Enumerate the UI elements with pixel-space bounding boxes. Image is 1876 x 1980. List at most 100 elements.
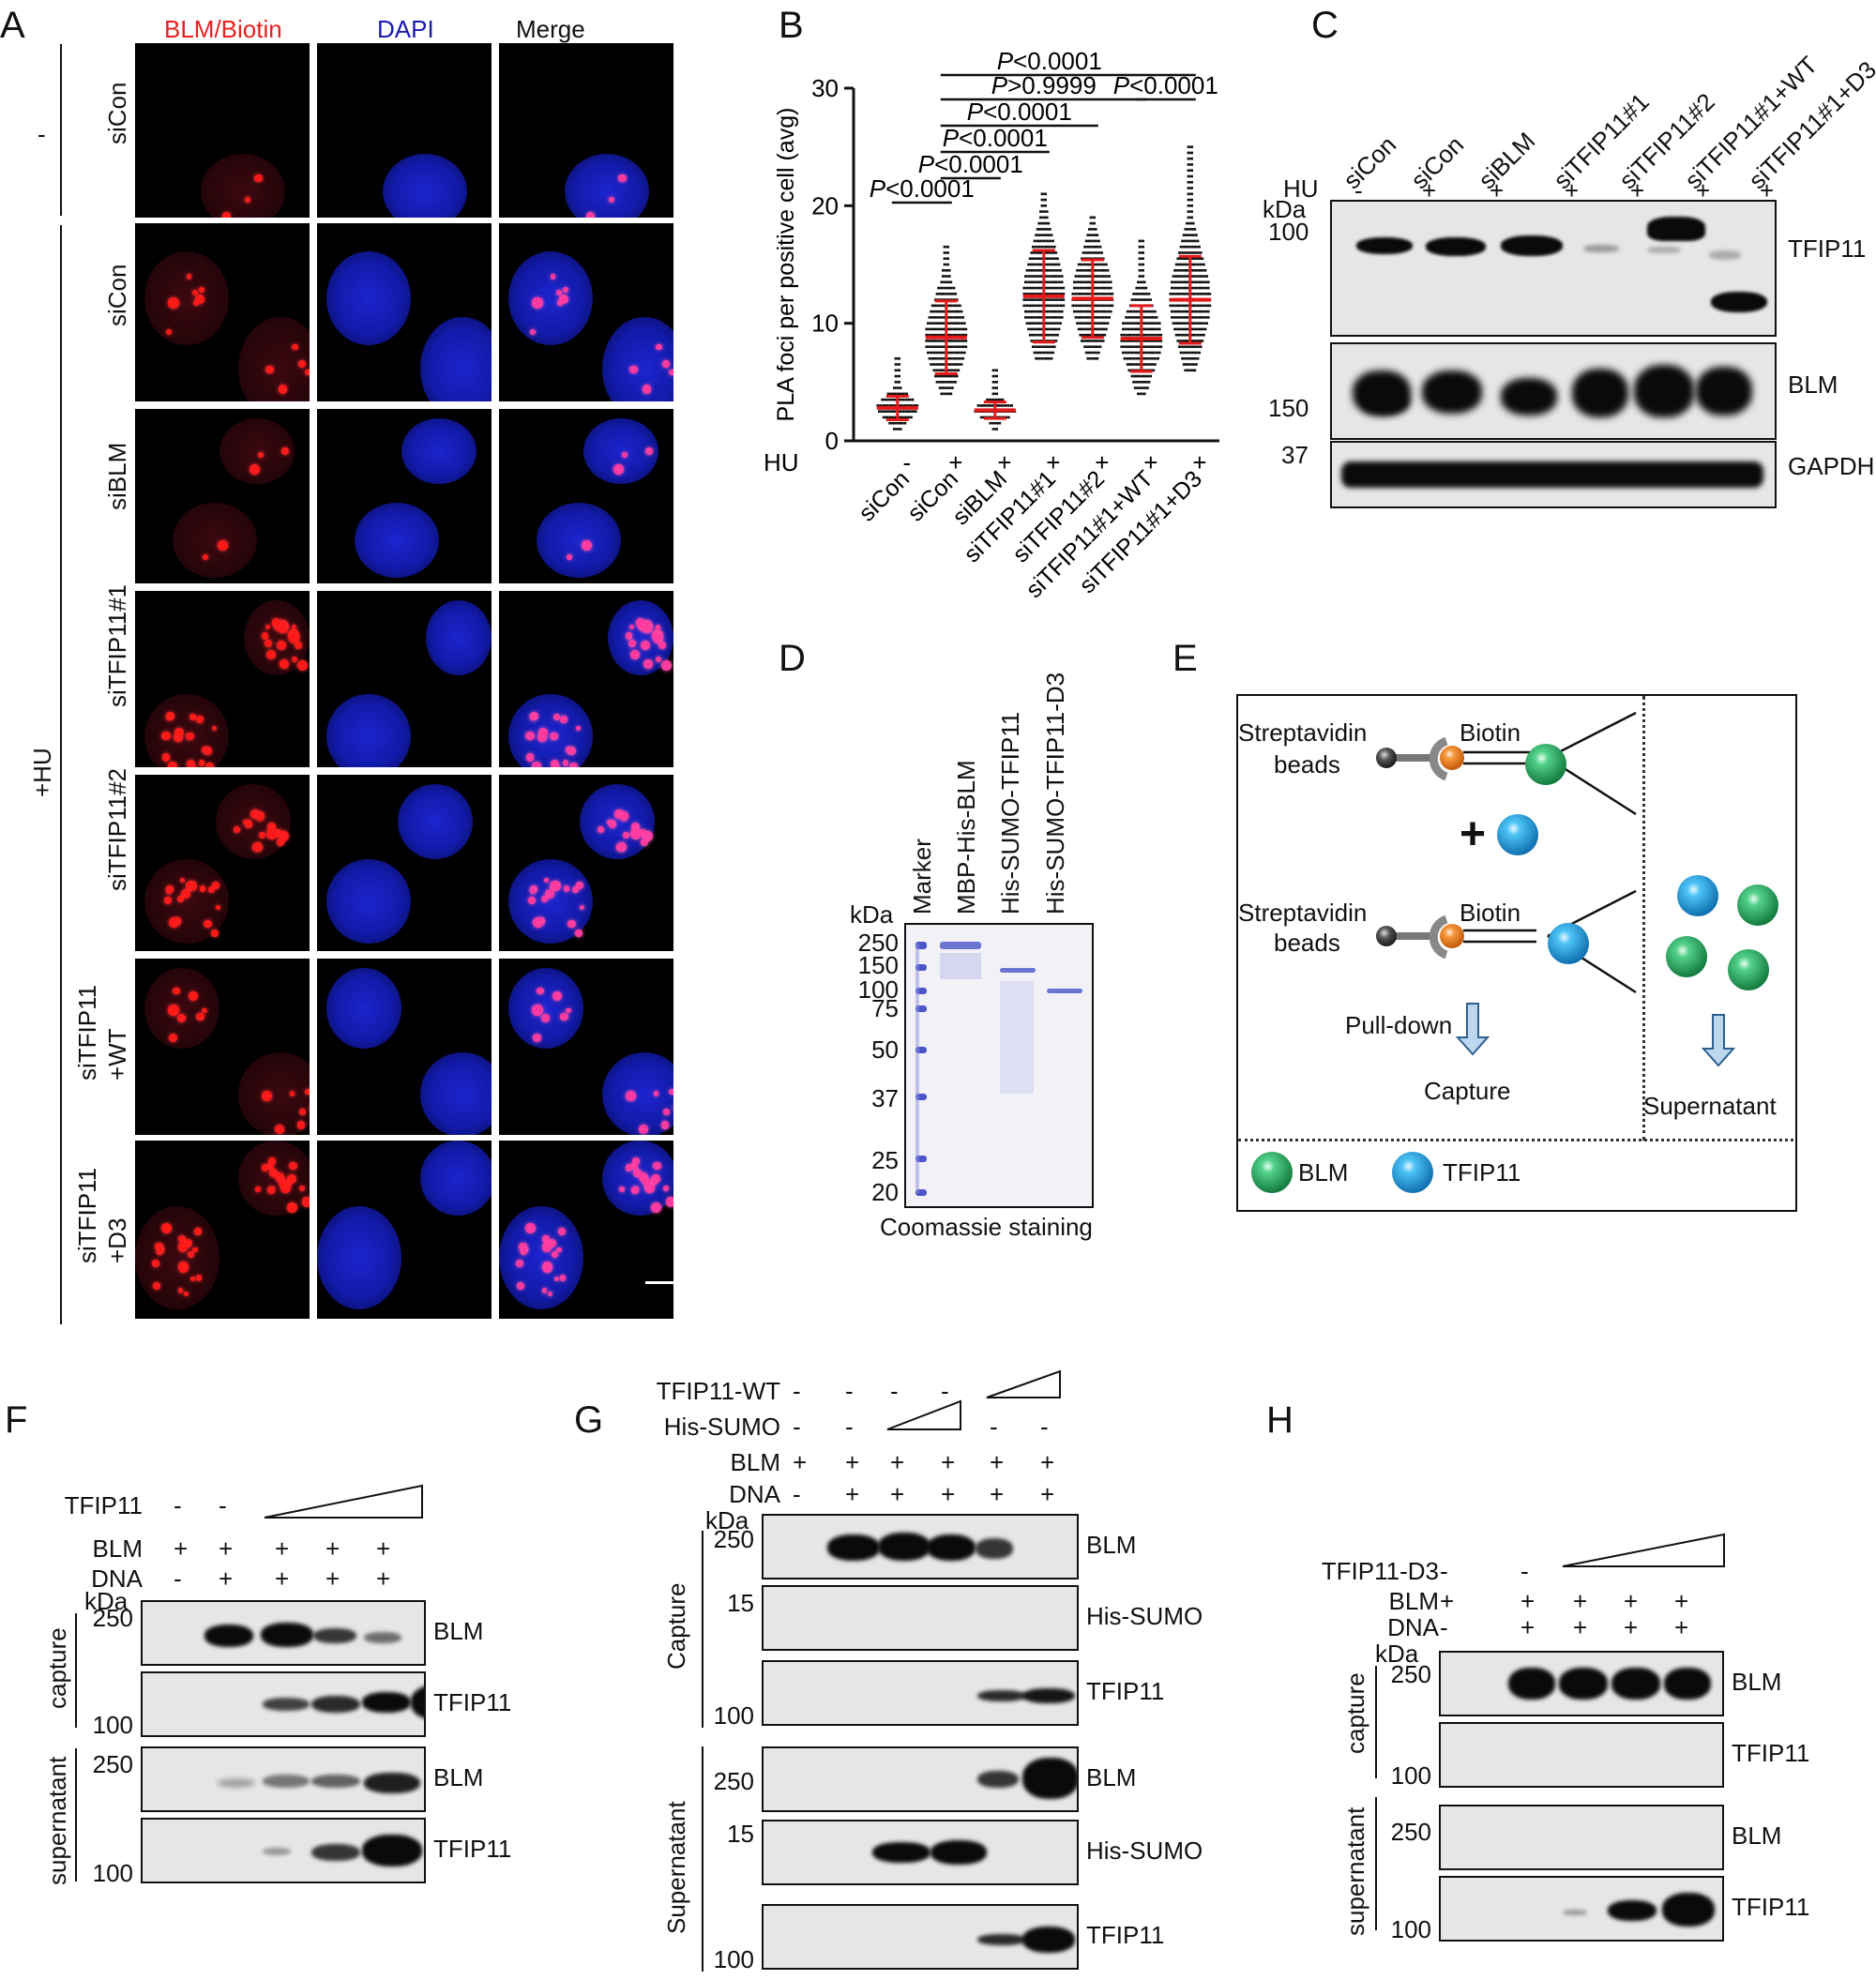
- b-hu-sign-6: +: [1192, 448, 1206, 476]
- a-tile-r4-c1: [317, 775, 492, 951]
- c-hu-label: HU: [1283, 174, 1319, 203]
- b-point: [1047, 245, 1051, 249]
- b-point: [1144, 286, 1148, 290]
- b-point: [891, 404, 895, 407]
- b-point: [1186, 316, 1189, 319]
- b-point: [897, 374, 900, 378]
- b-point: [1089, 245, 1093, 249]
- b-point: [1189, 293, 1193, 295]
- e-legend-blm: BLM: [1298, 1158, 1349, 1186]
- b-point: [1109, 286, 1112, 290]
- g-blots-marker-0: 250: [713, 1525, 754, 1553]
- b-point: [1171, 310, 1174, 313]
- col-header-blm: BLM/Biotin: [164, 15, 282, 43]
- b-point: [1141, 257, 1144, 261]
- b-point: [1199, 322, 1203, 325]
- b-point: [1048, 351, 1051, 355]
- b-point: [1055, 298, 1059, 301]
- h-blots-marker-1: 100: [1390, 1761, 1431, 1790]
- b-point: [1120, 333, 1124, 337]
- b-point: [1086, 327, 1090, 331]
- b-point: [1082, 286, 1085, 290]
- b-point: [994, 374, 998, 378]
- b-point: [1045, 251, 1049, 254]
- b-point: [1035, 257, 1038, 261]
- blot-band: [311, 1844, 360, 1861]
- b-point: [942, 322, 946, 325]
- d-marker-150: 150: [857, 951, 899, 979]
- b-point: [1045, 275, 1049, 278]
- b-point: [1141, 263, 1144, 266]
- b-point: [1197, 351, 1201, 355]
- b-point: [1047, 345, 1051, 349]
- b-point: [1130, 327, 1134, 331]
- b-point: [991, 369, 995, 372]
- b-point: [1043, 221, 1047, 225]
- b-point: [1055, 333, 1059, 337]
- b-point: [1155, 351, 1158, 355]
- e-supernatant: Supernatant: [1643, 1092, 1777, 1120]
- h-header-sign-1-0: +: [1440, 1587, 1455, 1615]
- b-point: [1148, 322, 1152, 325]
- b-point: [1077, 293, 1081, 295]
- b-point: [1133, 386, 1137, 389]
- b-point: [1092, 316, 1096, 319]
- b-point: [1097, 351, 1100, 355]
- b-point: [991, 421, 995, 425]
- b-point: [1142, 316, 1146, 319]
- b-pvalue-3: P<0.0001: [967, 98, 1072, 126]
- g-his-sumo-wedge: [886, 1399, 961, 1430]
- b-point: [1189, 304, 1193, 308]
- f-header-sign-2-2: +: [275, 1564, 290, 1593]
- h-blots-marker-3: 100: [1390, 1915, 1431, 1943]
- b-point: [946, 280, 949, 284]
- b-point: [1106, 286, 1110, 290]
- b-point: [1186, 351, 1189, 355]
- h-blots-tfip11-3: [1439, 1876, 1724, 1942]
- b-point: [1203, 280, 1207, 284]
- b-point: [906, 404, 910, 407]
- b-point: [1057, 327, 1061, 331]
- g-header-sign-0-3: -: [941, 1377, 949, 1405]
- panel-h-label: H: [1266, 1399, 1294, 1441]
- b-point: [1194, 280, 1198, 284]
- b-point: [1062, 304, 1066, 308]
- b-point: [953, 322, 957, 325]
- b-point: [1104, 293, 1108, 295]
- b-point: [1037, 333, 1041, 337]
- b-point: [1096, 327, 1099, 331]
- b-point: [894, 416, 898, 419]
- b-point: [1148, 327, 1152, 331]
- b-point: [934, 304, 938, 308]
- b-point: [994, 369, 998, 372]
- b-point: [942, 363, 946, 366]
- a-tile-r2-c0: [135, 409, 310, 583]
- b-point: [1145, 327, 1149, 331]
- b-point: [945, 381, 948, 384]
- b-point: [1057, 316, 1061, 319]
- a-tile-r4-c0: [135, 775, 310, 951]
- b-point: [960, 363, 963, 366]
- b-point: [1193, 322, 1197, 325]
- b-point: [1202, 304, 1205, 308]
- blot-band: [977, 1690, 1026, 1701]
- b-point: [1179, 245, 1183, 249]
- b-point: [1055, 304, 1059, 308]
- c-lane-label-2: siBLM: [1473, 126, 1541, 195]
- e-plus: +: [1460, 809, 1487, 859]
- b-point: [1191, 245, 1195, 249]
- b-point: [1089, 275, 1093, 278]
- b-point: [904, 398, 908, 401]
- b-point: [1033, 316, 1036, 319]
- b-point: [961, 316, 964, 319]
- b-point: [1172, 293, 1175, 295]
- b-point: [1196, 293, 1200, 295]
- b-point: [1025, 304, 1029, 308]
- b-point: [1148, 316, 1152, 319]
- b-point: [1193, 345, 1197, 349]
- b-point: [955, 340, 959, 342]
- b-point: [1120, 345, 1124, 349]
- b-point: [1201, 310, 1204, 313]
- b-point: [1135, 286, 1139, 290]
- b-point: [940, 316, 944, 319]
